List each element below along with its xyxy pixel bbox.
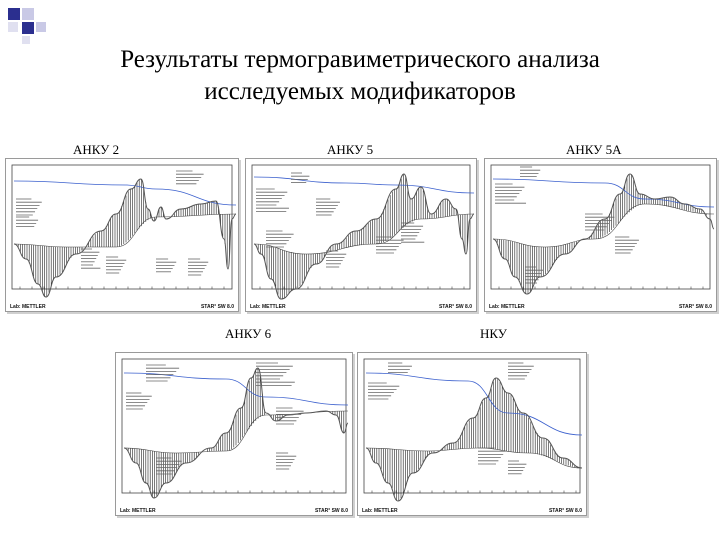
footer-lab: Lab: METTLER <box>362 508 398 514</box>
footer-software: STAR° SW 8.0 <box>314 508 348 514</box>
page-title-line1: Результаты термогравиметрического анализ… <box>120 46 600 73</box>
footer-software: STAR° SW 8.0 <box>200 304 234 310</box>
corner-decoration <box>0 0 60 44</box>
chart-label-nku: НКУ <box>480 326 508 341</box>
thermogram-nku: Lab: METTLER STAR° SW 8.0 <box>357 352 587 516</box>
thermogram-anku5a: Lab: METTLER STAR° SW 8.0 <box>484 158 717 312</box>
footer-software: STAR° SW 8.0 <box>678 304 712 310</box>
thermogram-anku6: Lab: METTLER STAR° SW 8.0 <box>115 352 353 516</box>
footer-lab: Lab: METTLER <box>120 508 156 514</box>
chart-label-anku2: АНКУ 2 <box>73 142 120 157</box>
thermogram-anku5: Lab: METTLER STAR° SW 8.0 <box>245 158 477 312</box>
page-title-line2: исследуемых модификаторов <box>204 78 516 105</box>
footer-software: STAR° SW 8.0 <box>548 508 582 514</box>
footer-lab: Lab: METTLER <box>250 304 286 310</box>
footer-lab: Lab: METTLER <box>489 304 525 310</box>
page-title: Результаты термогравиметрического анализ… <box>30 44 690 108</box>
footer-software: STAR° SW 8.0 <box>438 304 472 310</box>
chart-label-anku5a: АНКУ 5А <box>566 142 622 157</box>
thermogram-anku2: Lab: METTLER STAR° SW 8.0 <box>5 158 239 312</box>
chart-label-anku5: АНКУ 5 <box>327 142 374 157</box>
chart-label-anku6: АНКУ 6 <box>225 326 272 341</box>
footer-lab: Lab: METTLER <box>10 304 46 310</box>
